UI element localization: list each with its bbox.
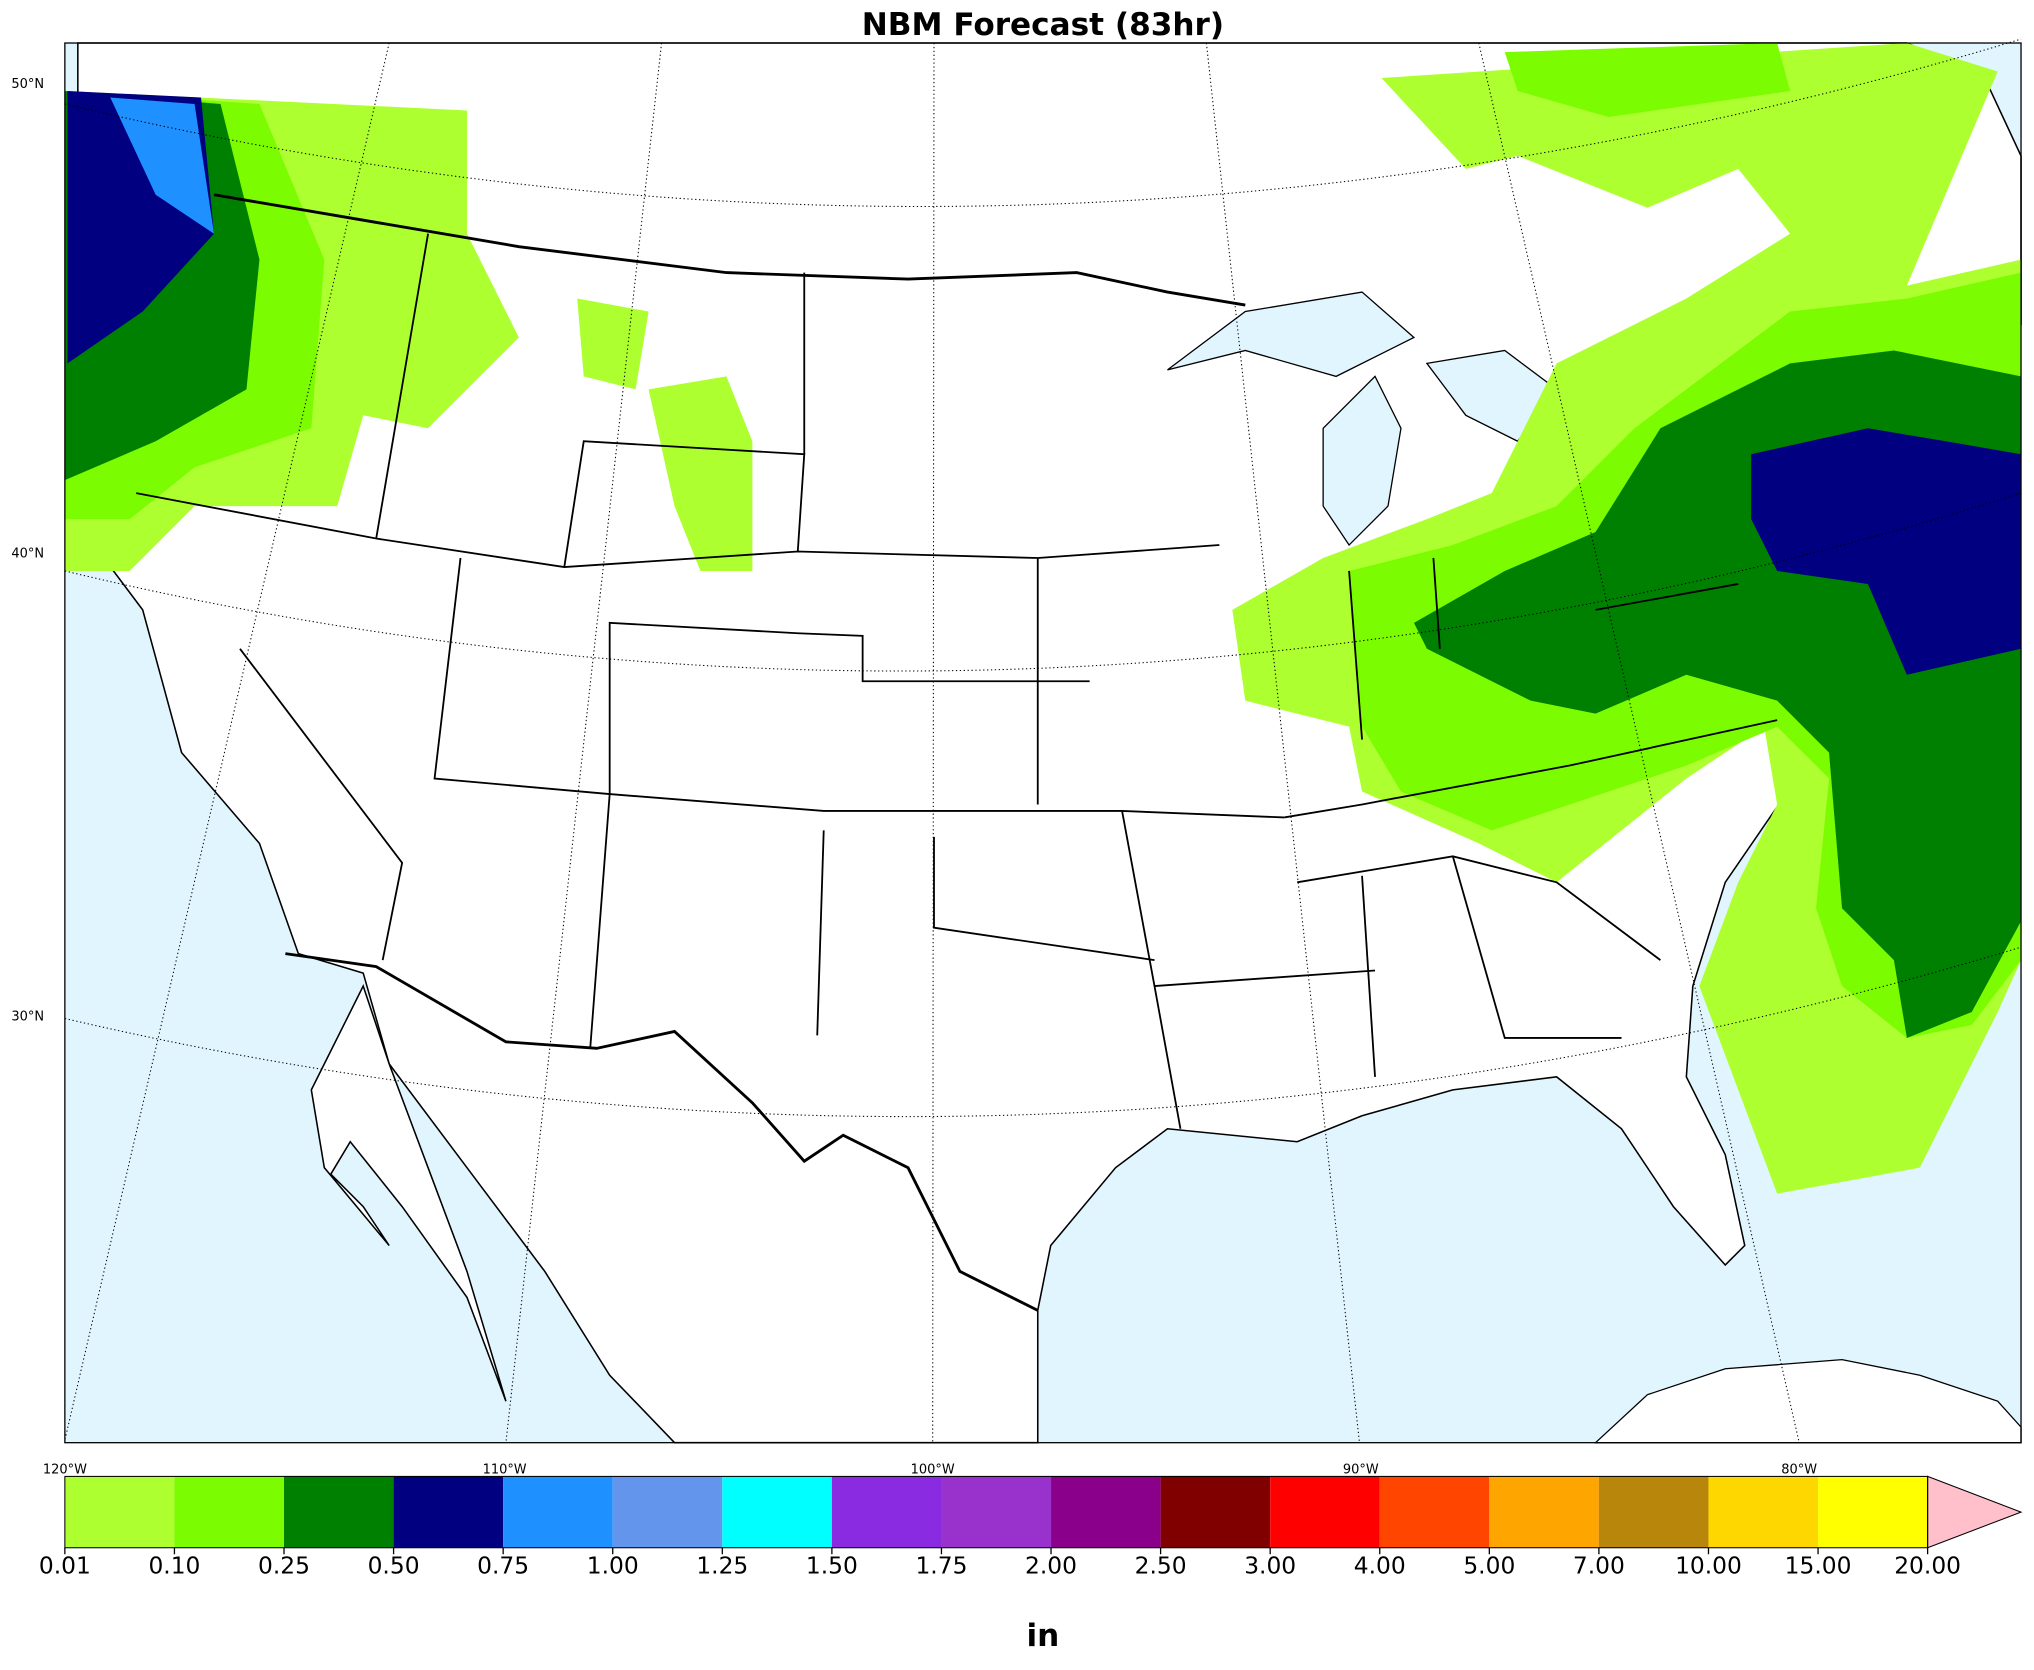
title: NBM Forecast (83hr) (862, 7, 1224, 43)
colorbar-tick-label: 1.00 (587, 1552, 639, 1580)
baja (310, 984, 507, 1402)
colorbar-segment (1489, 1476, 1599, 1548)
colorbar-tick-label: 0.75 (477, 1552, 529, 1580)
colorbar-frame (64, 1475, 1929, 1549)
colorbar-segment (831, 1476, 942, 1548)
colorbar-segment (174, 1476, 285, 1548)
colorbar-tick-label: 20.00 (1894, 1552, 1961, 1580)
lon-label: 110°W (483, 1462, 527, 1477)
colorbar-tick-label: 1.25 (696, 1552, 748, 1580)
graticule (64, 38, 2022, 1443)
colorbar-segment (1598, 1476, 1709, 1548)
colorbar-segment (941, 1476, 1052, 1548)
colorbar-segment (1818, 1476, 1928, 1548)
colorbar-segment (722, 1476, 832, 1548)
colorbar-segment (284, 1476, 394, 1548)
colorbar-segment (1160, 1476, 1271, 1548)
colorbar-tick-label: 15.00 (1785, 1552, 1852, 1580)
map-area (64, 38, 2022, 1444)
colorbar-tick-label: 10.00 (1675, 1552, 1742, 1580)
lat-label: 30°N (11, 1010, 44, 1025)
colorbar-tick-label: 1.50 (806, 1552, 858, 1580)
colorbar-tick-label: 0.01 (39, 1552, 91, 1580)
map-frame (64, 42, 2022, 1444)
colorbar-tick-label: 5.00 (1463, 1552, 1515, 1580)
colorbar-tick-label: 0.50 (368, 1552, 420, 1580)
colorbar-tick-label: 2.00 (1025, 1552, 1077, 1580)
colorbar-segment (64, 1476, 175, 1548)
colorbar-tick-label: 2.50 (1135, 1552, 1187, 1580)
lon-label: 90°W (1343, 1462, 1379, 1477)
lon-labels: 120°W 110°W 100°W 90°W 80°W (43, 1462, 1817, 1477)
colorbar-tick-label: 0.10 (148, 1552, 200, 1580)
lon-label: 100°W (911, 1462, 955, 1477)
colorbar: 0.01 0.10 0.25 0.50 0.75 1.00 1.25 1.50 1.75 2.00… (39, 1475, 2023, 1580)
colorbar-segment (1708, 1476, 1819, 1548)
colorbar-segment (1270, 1476, 1380, 1548)
colorbar-segment (503, 1476, 613, 1548)
colorbar-tick-label: 4.00 (1354, 1552, 1406, 1580)
lat-labels: 50°N 40°N 30°N (11, 77, 44, 1025)
lon-label: 120°W (43, 1462, 87, 1477)
borders (213, 193, 1246, 1312)
colorbar-extend (1927, 1475, 2023, 1549)
colorbar-tick-label: 7.00 (1573, 1552, 1625, 1580)
colorbar-tick-label: 1.75 (915, 1552, 967, 1580)
colorbar-segment (1379, 1476, 1490, 1548)
colorbar-tick-label: 0.25 (258, 1552, 310, 1580)
state-lines (136, 233, 1778, 1129)
colorbar-segment (1051, 1476, 1161, 1548)
lat-label: 40°N (11, 547, 44, 562)
colorbar-segment (393, 1476, 504, 1548)
lat-label: 50°N (11, 77, 44, 92)
colorbar-tick-label: 3.00 (1244, 1552, 1296, 1580)
colorbar-unit: in (1027, 1618, 1060, 1654)
lon-label: 80°W (1781, 1462, 1817, 1477)
colorbar-segment (612, 1476, 723, 1548)
precip (64, 43, 2022, 1194)
